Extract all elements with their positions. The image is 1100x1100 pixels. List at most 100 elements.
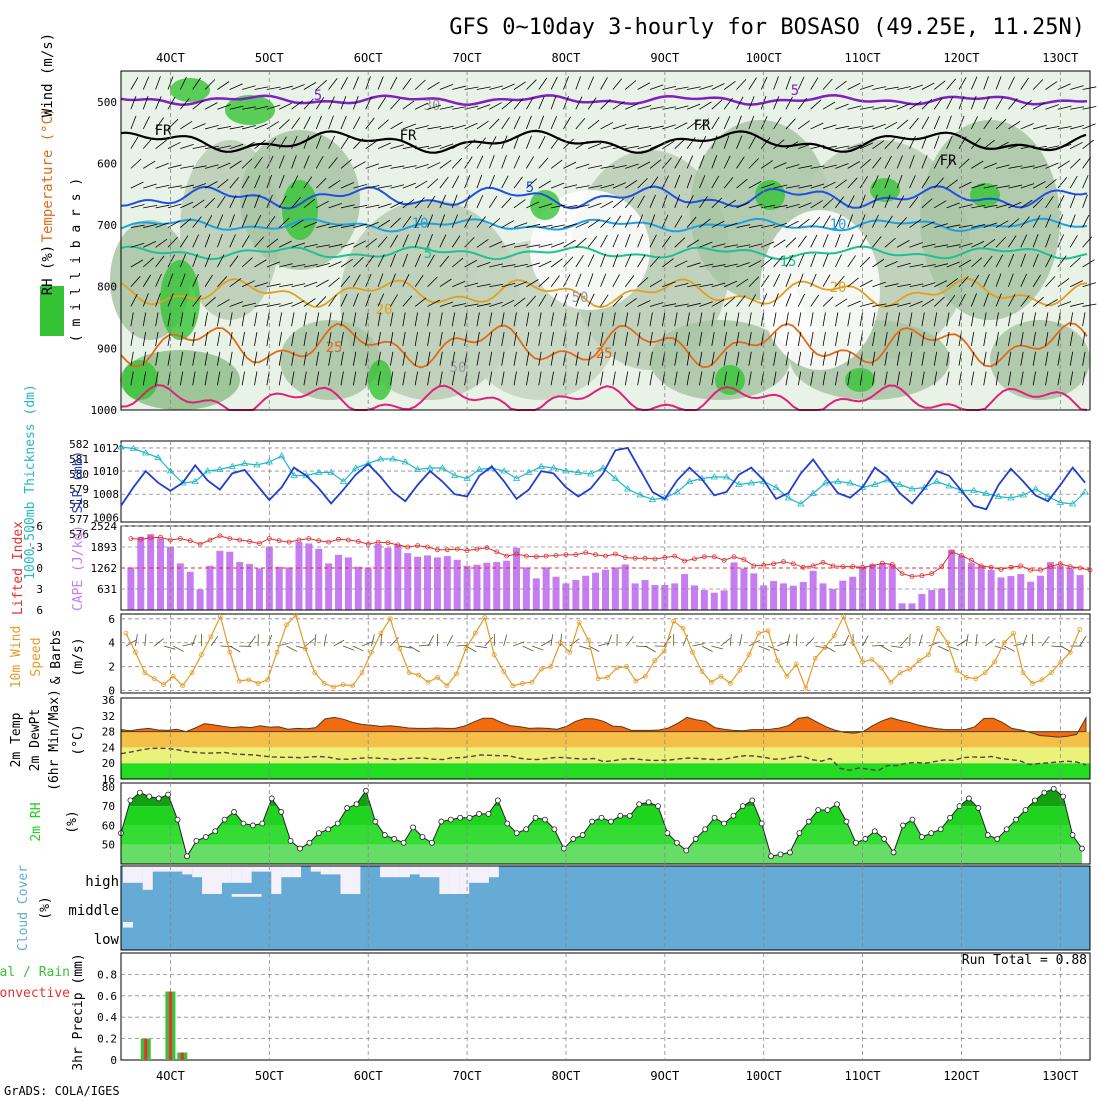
wind-barb xyxy=(736,371,740,386)
surface-wind-barb xyxy=(286,645,298,652)
cape-bar xyxy=(710,592,718,610)
wind-barb xyxy=(587,76,595,90)
wind-barb xyxy=(316,279,329,288)
wind-barb xyxy=(414,371,418,386)
wind-barb xyxy=(1069,257,1081,268)
wind-barb xyxy=(254,351,258,366)
cape-bar xyxy=(789,585,797,610)
surface-wind-barb xyxy=(352,645,364,652)
wind-barb xyxy=(254,105,269,110)
cloud-clear-gap xyxy=(241,866,252,883)
wind-barb xyxy=(316,177,327,189)
wind-barb xyxy=(587,293,595,307)
wind-barb xyxy=(254,312,258,327)
wind-barb xyxy=(278,371,283,386)
wind-barb xyxy=(316,244,331,248)
wind-barb xyxy=(946,135,953,149)
contour-label: 20 xyxy=(830,280,847,296)
wind-barb xyxy=(773,273,781,287)
cloud-clear-gap xyxy=(231,866,242,883)
thickness-marker xyxy=(933,477,941,484)
wind-barb xyxy=(279,240,292,248)
wind-barb xyxy=(872,332,876,346)
wind-barb xyxy=(637,351,641,366)
wind-barb xyxy=(241,158,253,169)
wind-barb xyxy=(563,138,574,149)
cape-bar xyxy=(532,578,540,610)
wind-barb xyxy=(501,83,515,90)
wind-barb xyxy=(649,312,653,327)
surface-wind-barb xyxy=(937,645,950,652)
thickness-marker xyxy=(117,443,125,450)
rh2m-marker xyxy=(1079,845,1085,852)
rh2m-band xyxy=(121,825,1082,845)
surface-wind-barb xyxy=(692,643,705,647)
wind-barb xyxy=(624,196,635,209)
cloud-clear-gap xyxy=(241,894,252,897)
wind-barb xyxy=(933,312,938,327)
wind-barb xyxy=(736,262,750,268)
cape-bar xyxy=(1066,568,1074,610)
wind-barb xyxy=(526,279,539,288)
isotherm-line xyxy=(120,384,1088,412)
wind-speed-marker xyxy=(633,678,639,684)
wind-barb xyxy=(674,303,689,307)
wind-barb xyxy=(723,177,734,189)
wind-barb xyxy=(513,281,528,288)
wind-barb xyxy=(933,135,940,149)
rh2m-marker xyxy=(419,834,426,840)
wind-barb xyxy=(785,164,800,169)
bottom-date-label: 9OCT xyxy=(650,1069,679,1083)
wind-speed-marker xyxy=(161,682,167,688)
wind-barb xyxy=(464,282,479,288)
wind-barb xyxy=(229,312,233,327)
wind-barb xyxy=(192,100,204,110)
rh2m-tick-label: 60 xyxy=(102,819,115,832)
wind-barb xyxy=(130,224,145,228)
wind-barb xyxy=(760,116,768,130)
wind-barb xyxy=(439,278,452,288)
wind-barb xyxy=(624,371,629,386)
wind-frame xyxy=(120,613,1091,694)
rh2m-marker xyxy=(165,791,172,798)
rh-patch xyxy=(920,120,1060,320)
wind-barb xyxy=(204,332,208,346)
wind-barb xyxy=(724,244,738,248)
cape-bar xyxy=(1037,575,1045,610)
wind-barb xyxy=(1082,351,1086,366)
wind-barb xyxy=(451,235,461,248)
wind-barb xyxy=(242,106,256,110)
wind-barb xyxy=(452,85,466,90)
wind-barb xyxy=(847,351,851,366)
wind-barb xyxy=(971,274,980,287)
wind-barb xyxy=(699,155,705,169)
cape-bar xyxy=(720,590,728,610)
wind-barb xyxy=(835,196,845,209)
wind-barb xyxy=(971,257,983,268)
wind-barb xyxy=(439,176,449,189)
cape-bar xyxy=(206,565,214,610)
wind-barb xyxy=(983,312,987,327)
surface-wind-barb xyxy=(881,645,892,653)
cloud-frame xyxy=(120,865,1091,951)
wind-barb xyxy=(711,197,723,209)
wind-barb xyxy=(995,96,1004,110)
wind-barb xyxy=(390,273,396,287)
wind-barb xyxy=(946,278,959,288)
isotherm-line xyxy=(120,93,1088,106)
wind-barb xyxy=(377,273,384,287)
wind-barb xyxy=(797,351,802,366)
cloud-clear-gap xyxy=(152,866,163,872)
wind-barb xyxy=(143,160,156,169)
wind-barb xyxy=(995,203,1010,209)
wind-barb xyxy=(1082,332,1086,346)
rh-label: RH (%) xyxy=(40,245,56,296)
wind-barb xyxy=(835,179,847,189)
wind-barb xyxy=(451,371,456,386)
cape-bar xyxy=(799,582,807,610)
wind-barb xyxy=(884,155,892,169)
wind-barb xyxy=(711,135,718,149)
wind-barb xyxy=(390,165,405,169)
cape-bar xyxy=(1046,562,1054,610)
rh2m-marker xyxy=(589,818,595,825)
